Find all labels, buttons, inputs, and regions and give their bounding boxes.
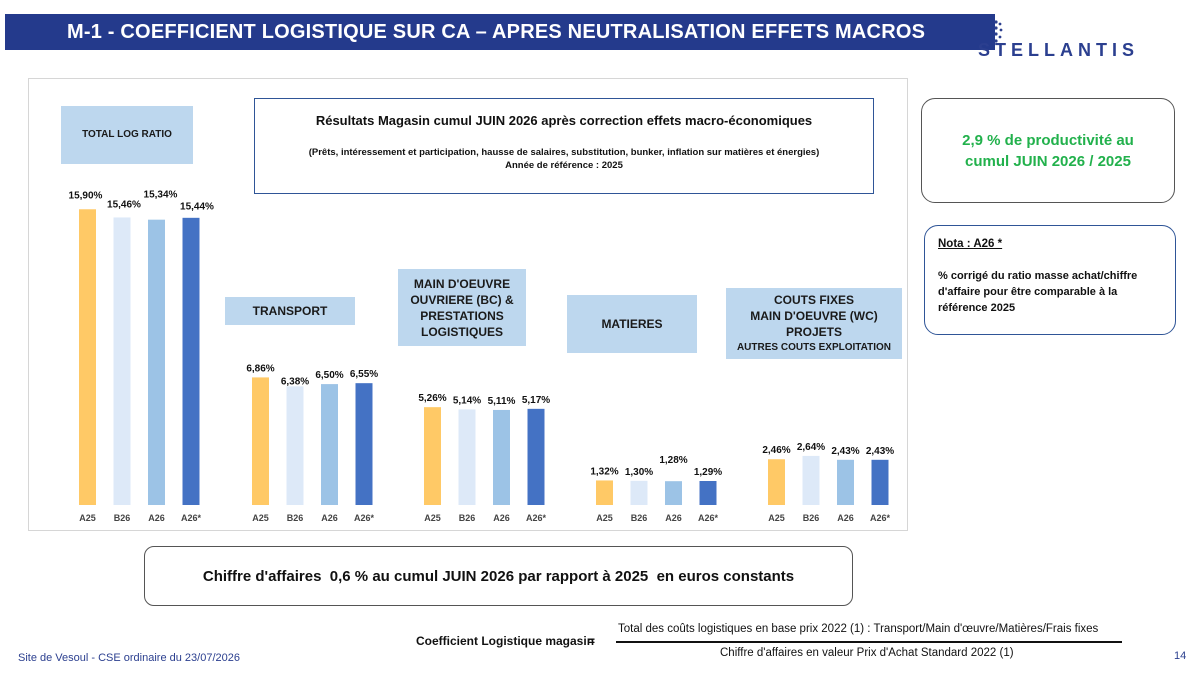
x-tick-label: A25 xyxy=(79,513,96,523)
results-title: Résultats Magasin cumul JUIN 2026 après … xyxy=(315,113,813,128)
category-label-line: PROJETS xyxy=(785,324,842,339)
bar-value-label: 6,50% xyxy=(315,370,343,381)
bar-a25-group-3 xyxy=(596,480,613,505)
bar-a26-group-0 xyxy=(148,219,165,505)
bar-value-label: 1,29% xyxy=(694,467,722,478)
category-label-total-log-ratio: TOTAL LOG RATIO xyxy=(61,106,193,164)
bar-value-label: 1,28% xyxy=(659,455,687,466)
category-label-line: MAIN D'OEUVRE xyxy=(413,276,511,291)
x-tick-label: A26 xyxy=(321,513,338,523)
bar-value-label: 2,64% xyxy=(797,442,825,453)
bar-value-label: 6,86% xyxy=(246,363,274,374)
category-label-line: OUVRIERE (BC) & xyxy=(410,292,514,307)
x-tick-label: A26* xyxy=(870,513,891,523)
page-title: M-1 - COEFFICIENT LOGISTIQUE SUR CA – AP… xyxy=(5,14,995,50)
bar-value-label: 5,26% xyxy=(418,393,446,404)
bar-a25-group-1 xyxy=(252,377,269,505)
bar-a26-star-group-0 xyxy=(182,217,200,506)
category-label-line: PRESTATIONS xyxy=(420,308,504,323)
bar-a25-group-4 xyxy=(768,459,785,505)
turnover-text: Chiffre d'affaires 0,6 % au cumul JUIN 2… xyxy=(202,567,795,585)
bar-a25-group-0 xyxy=(79,209,96,505)
bar-value-label: 15,44% xyxy=(180,201,214,212)
category-label-line: TOTAL LOG RATIO xyxy=(82,129,172,140)
productivity-box: 2,9 % de productivité au cumul JUIN 2026… xyxy=(921,98,1175,203)
x-tick-label: B26 xyxy=(631,513,648,523)
bar-a26-star-group-2 xyxy=(527,408,545,505)
bar-a26-star-group-1 xyxy=(355,383,373,505)
bar-value-label: 6,55% xyxy=(350,369,378,380)
bar-a26-group-2 xyxy=(493,409,510,505)
bar-b26-group-4 xyxy=(802,455,820,505)
bar-value-label: 15,90% xyxy=(69,190,103,201)
bar-a26-star-group-4 xyxy=(871,459,889,505)
category-label-couts-fixes: COUTS FIXES MAIN D'OEUVRE (WC) PROJETS A… xyxy=(726,288,902,359)
bar-value-label: 5,17% xyxy=(522,395,550,406)
category-label-line: TRANSPORT xyxy=(252,304,328,318)
productivity-line-1: 2,9 % de productivité au xyxy=(962,131,1134,149)
category-label-line: AUTRES COUTS EXPLOITATION xyxy=(736,341,892,353)
category-label-transport: TRANSPORT xyxy=(225,297,355,325)
category-label-line: MATIERES xyxy=(601,317,663,331)
results-reference-year: Année de référence : 2025 xyxy=(505,160,623,171)
bar-b26-group-1 xyxy=(286,386,304,505)
bar-value-label: 2,43% xyxy=(831,446,859,457)
bar-value-label: 1,30% xyxy=(625,467,653,478)
bar-b26-group-3 xyxy=(630,480,648,505)
formula-equals: = xyxy=(588,634,596,648)
stellantis-logo-dots-icon xyxy=(994,20,1003,43)
bar-b26-group-0 xyxy=(113,217,131,505)
bar-b26-group-2 xyxy=(458,409,476,505)
bar-a25-group-2 xyxy=(424,407,441,505)
productivity-line-2: cumul JUIN 2026 / 2025 xyxy=(965,152,1131,170)
category-label-line: MAIN D'OEUVRE (WC) xyxy=(750,308,878,323)
results-title-box: Résultats Magasin cumul JUIN 2026 après … xyxy=(254,98,874,194)
page-number: 14 xyxy=(1174,650,1187,662)
x-tick-label: A25 xyxy=(252,513,269,523)
bar-a26-group-1 xyxy=(321,384,338,505)
bar-a26-star-group-3 xyxy=(699,481,717,505)
bar-value-label: 2,43% xyxy=(866,446,894,457)
x-tick-label: A26 xyxy=(665,513,682,523)
x-tick-label: B26 xyxy=(459,513,476,523)
category-label-main-oeuvre: MAIN D'OEUVRE OUVRIERE (BC) & PRESTATION… xyxy=(398,269,526,346)
x-tick-label: A25 xyxy=(424,513,441,523)
stellantis-logo: STELLANTIS xyxy=(978,40,1139,60)
bar-value-label: 5,11% xyxy=(488,396,516,407)
category-label-matieres: MATIERES xyxy=(567,295,697,353)
x-tick-label: A26* xyxy=(526,513,547,523)
category-label-line: COUTS FIXES xyxy=(773,292,854,307)
x-tick-label: A26 xyxy=(837,513,854,523)
formula-numerator: Total des coûts logistiques en base prix… xyxy=(618,623,1099,635)
x-tick-label: A25 xyxy=(768,513,785,523)
x-tick-label: A26* xyxy=(698,513,719,523)
formula-label: Coefficient Logistique magasin xyxy=(416,634,595,648)
x-tick-label: A25 xyxy=(596,513,613,523)
bar-value-label: 15,34% xyxy=(144,189,178,200)
results-subtitle: (Prêts, intéressement et participation, … xyxy=(308,147,820,158)
x-tick-label: A26 xyxy=(148,513,165,523)
bar-value-label: 2,46% xyxy=(762,445,790,456)
nota-body: % corrigé du ratio masse achat/chiffre d… xyxy=(938,270,1138,314)
bar-a26-group-3 xyxy=(665,481,682,505)
nota-title: Nota : A26 * xyxy=(938,238,1003,250)
formula-denominator: Chiffre d'affaires en valeur Prix d'Acha… xyxy=(720,647,1014,659)
bar-value-label: 6,38% xyxy=(281,376,309,387)
x-tick-label: B26 xyxy=(803,513,820,523)
x-tick-label: A26* xyxy=(181,513,202,523)
footer-site: Site de Vesoul - CSE ordinaire du 23/07/… xyxy=(18,652,240,664)
bar-value-label: 5,14% xyxy=(453,395,481,406)
x-tick-label: B26 xyxy=(287,513,304,523)
turnover-box: Chiffre d'affaires 0,6 % au cumul JUIN 2… xyxy=(144,546,853,606)
bar-value-label: 1,32% xyxy=(590,466,618,477)
x-tick-label: A26* xyxy=(354,513,375,523)
bar-a26-group-4 xyxy=(837,459,854,505)
bar-chart: 15,90% A25 15,46% B26 15,34% A26 15,44% A26* 6,8… xyxy=(69,189,895,523)
x-tick-label: A26 xyxy=(493,513,510,523)
category-label-line: LOGISTIQUES xyxy=(420,324,503,339)
formula-fraction-line xyxy=(616,641,1122,643)
bar-value-label: 15,46% xyxy=(107,199,141,210)
x-tick-label: B26 xyxy=(114,513,131,523)
nota-box: Nota : A26 * % corrigé du ratio masse ac… xyxy=(924,225,1176,335)
